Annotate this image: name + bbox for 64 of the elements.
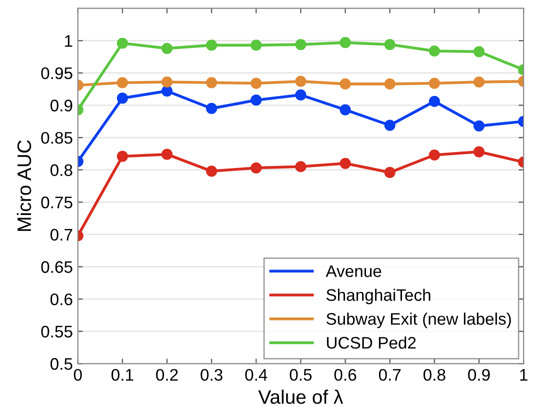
point xyxy=(250,78,262,89)
x-tick-label: 0.7 xyxy=(378,368,401,381)
point xyxy=(473,146,485,158)
point xyxy=(250,162,262,174)
y-tick-label: 0.85 xyxy=(41,132,72,144)
point xyxy=(250,94,262,106)
x-tick-label: 0.8 xyxy=(424,368,446,381)
x-tick-label: 0.4 xyxy=(245,368,268,381)
point xyxy=(206,77,218,88)
y-tick-label: 0.8 xyxy=(50,164,72,176)
y-tick-label: 0.65 xyxy=(41,261,72,273)
point xyxy=(295,38,306,50)
y-tick-label: 0.95 xyxy=(41,67,72,80)
point xyxy=(384,166,396,178)
point xyxy=(116,92,128,104)
point xyxy=(116,150,128,162)
y-tick-label: 0.9 xyxy=(50,100,72,112)
point xyxy=(161,148,173,160)
point xyxy=(161,42,173,54)
y-tick-label: 1 xyxy=(65,35,72,47)
point xyxy=(428,45,440,57)
point xyxy=(295,89,306,100)
x-tick-label: 1 xyxy=(520,369,528,381)
point xyxy=(161,76,173,88)
legend-label: ShanghaiTech xyxy=(326,288,430,304)
point xyxy=(473,76,485,88)
point xyxy=(161,85,173,97)
y-axis-title: Micro AUC xyxy=(16,140,32,231)
x-tick-label: 0.2 xyxy=(156,368,178,381)
point xyxy=(116,77,128,88)
point xyxy=(206,166,218,177)
point xyxy=(473,120,485,132)
x-tick-label: 0.9 xyxy=(468,368,490,381)
point xyxy=(116,38,128,49)
y-tick-label: 0.75 xyxy=(41,196,72,208)
point xyxy=(428,149,440,161)
point xyxy=(340,37,351,48)
legend-label: Avenue xyxy=(326,265,382,278)
x-tick-label: 0.1 xyxy=(112,368,134,381)
point xyxy=(340,158,351,169)
point xyxy=(340,78,351,90)
y-tick-label: 0.6 xyxy=(50,293,72,306)
point xyxy=(340,104,351,116)
point xyxy=(428,96,440,107)
y-tick-label: 0.5 xyxy=(50,358,72,370)
point xyxy=(384,120,396,131)
point xyxy=(206,40,218,51)
x-tick-label: 0 xyxy=(74,368,82,381)
legend-label: Subway Exit (new labels) xyxy=(326,312,511,328)
point xyxy=(250,40,262,51)
point xyxy=(206,102,218,114)
point xyxy=(384,38,396,50)
x-tick-label: 0.3 xyxy=(200,368,222,381)
y-tick-label: 0.55 xyxy=(41,326,72,338)
x-tick-label: 0.5 xyxy=(290,368,312,381)
point xyxy=(295,76,306,87)
point xyxy=(428,78,440,89)
point xyxy=(384,78,396,90)
point xyxy=(295,161,306,172)
y-tick-label: 0.7 xyxy=(50,228,72,241)
legend-label: UCSD Ped2 xyxy=(327,336,416,349)
x-axis-title: Value of λ xyxy=(258,390,344,404)
x-tick-label: 0.6 xyxy=(334,368,356,381)
point xyxy=(473,46,485,58)
